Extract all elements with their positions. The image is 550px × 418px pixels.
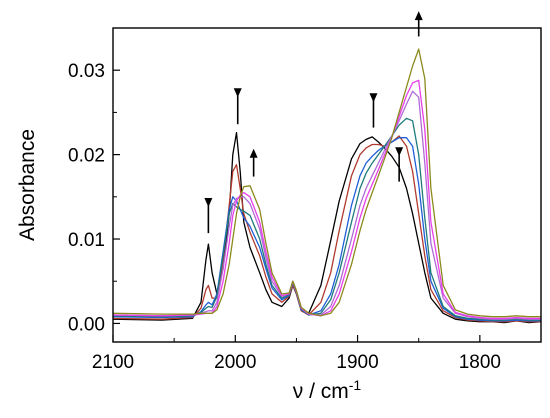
y-tick-label: 0.00 xyxy=(68,314,105,335)
y-tick-label: 0.03 xyxy=(68,61,105,82)
arrow-up-icon xyxy=(414,11,423,37)
series-line-1 xyxy=(112,132,542,324)
arrow-down-icon xyxy=(204,197,213,234)
series-line-4 xyxy=(112,117,541,321)
arrow-up-icon xyxy=(249,148,258,177)
y-tick-label: 0.02 xyxy=(68,146,105,167)
arrow-down-icon xyxy=(395,147,404,182)
x-axis-title-sup: -1 xyxy=(349,377,362,393)
series-line-7 xyxy=(112,48,541,318)
arrow-down-icon xyxy=(369,93,378,128)
tick-layer: 2100 2000 1900 1800 0.00 0.01 0.02 0.03 xyxy=(68,61,542,373)
y-tick-label: 0.01 xyxy=(68,230,105,251)
y-axis-title: Absorbance xyxy=(16,129,39,241)
x-tick-label: 1900 xyxy=(336,352,378,373)
x-tick-label: 2000 xyxy=(214,352,256,373)
x-axis-title: ν / cm-1 xyxy=(293,377,362,403)
series-line-2 xyxy=(112,135,541,323)
series-layer xyxy=(112,48,542,324)
plot-frame xyxy=(112,27,542,343)
series-line-5 xyxy=(112,90,541,320)
x-tick-label: 1800 xyxy=(459,352,501,373)
x-axis-title-main: ν / cm xyxy=(293,380,349,403)
arrow-annotations xyxy=(204,11,423,234)
x-tick-label: 2100 xyxy=(92,352,134,373)
series-line-3 xyxy=(112,137,541,322)
arrow-down-icon xyxy=(233,88,242,125)
